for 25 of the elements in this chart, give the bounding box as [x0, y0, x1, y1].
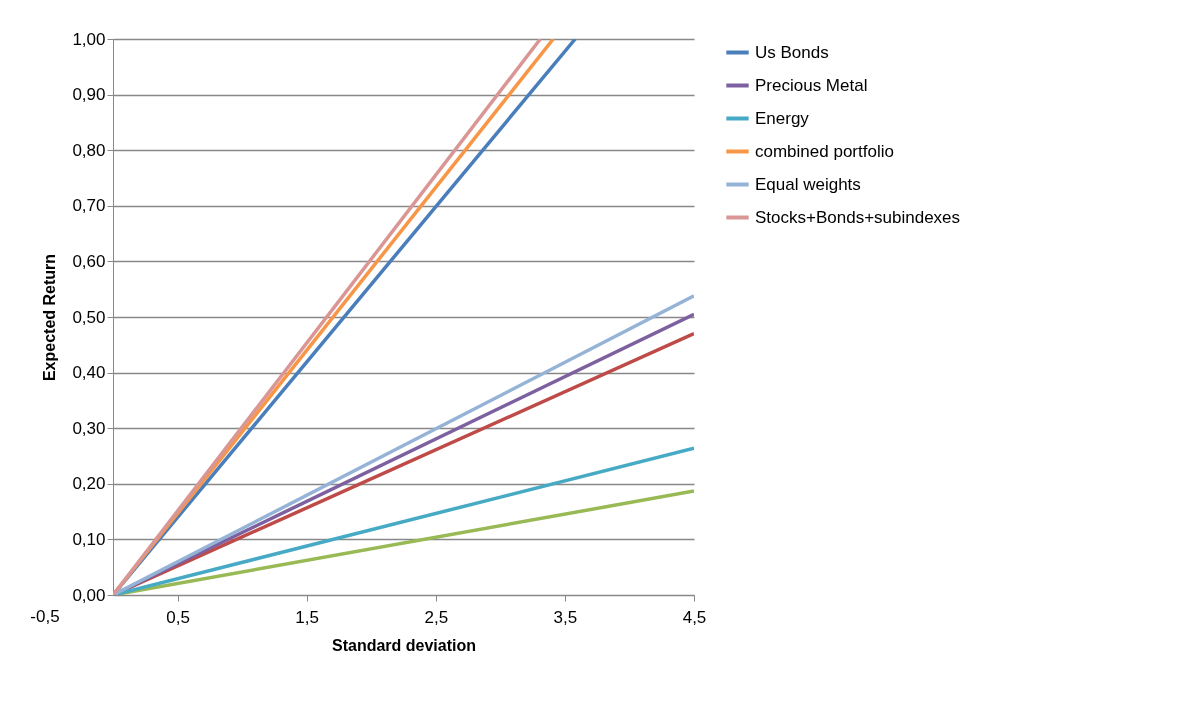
x-tick-label: 4,5: [682, 607, 707, 627]
legend-label: Energy: [755, 108, 810, 128]
y-axis-title: Expected Return: [41, 253, 59, 382]
legend-label: Equal weights: [755, 174, 861, 194]
y-tick-label: 0,60: [72, 251, 106, 271]
x-tick-label: 0,5: [166, 607, 190, 627]
x-tick-label: 3,5: [553, 607, 578, 627]
y-tick-label: 0,30: [72, 418, 106, 438]
legend-label: Precious Metal: [755, 75, 868, 95]
y-tick-label: 0,00: [72, 585, 106, 605]
y-tick-label: 0,80: [72, 140, 106, 160]
y-tick-label: 0,90: [72, 85, 106, 105]
x-tick-label: 2,5: [424, 607, 449, 627]
x-axis-title: Standard deviation: [331, 636, 477, 654]
y-tick-label: 0,50: [72, 307, 106, 327]
y-tick-label: 0,40: [72, 363, 106, 383]
text: -0,5: [30, 607, 60, 626]
y-tick-label: 0,20: [72, 474, 106, 494]
legend-label: combined portfolio: [755, 141, 894, 161]
y-tick-label: 0,70: [72, 196, 106, 216]
legend-label: Us Bonds: [755, 42, 829, 62]
y-tick-label: 1,00: [72, 29, 106, 49]
y-tick-label: 0,10: [72, 529, 106, 549]
legend-label: Stocks+Bonds+subindexes: [755, 207, 961, 227]
x-tick-label: 1,5: [295, 607, 319, 627]
